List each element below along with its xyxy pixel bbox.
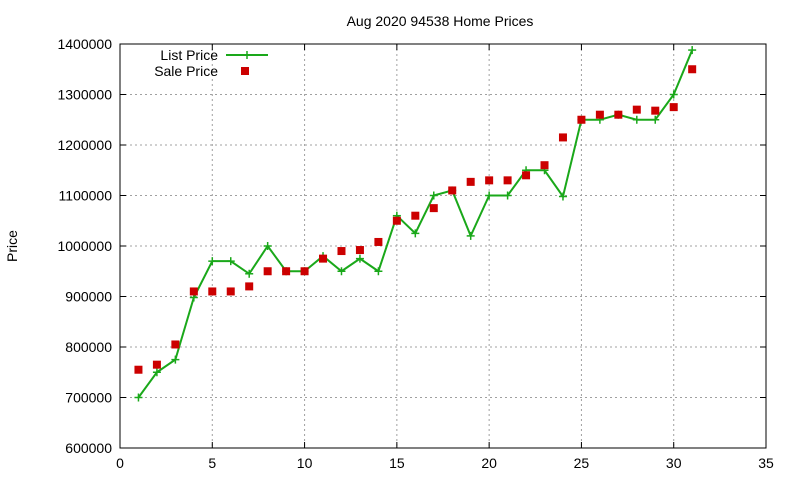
data-point-square	[134, 365, 143, 374]
data-point-square	[485, 176, 494, 185]
data-point-square	[448, 186, 457, 195]
data-point-square	[282, 267, 291, 276]
data-point-plus	[208, 257, 217, 266]
data-point-square	[392, 216, 401, 225]
data-point-square	[300, 267, 309, 276]
data-point-square	[241, 67, 249, 75]
x-tick-label: 5	[208, 455, 216, 471]
data-point-plus	[152, 368, 161, 377]
data-point-plus	[558, 192, 567, 201]
x-tick-label: 25	[574, 455, 590, 471]
data-point-square	[189, 287, 198, 296]
y-tick-label: 900000	[65, 289, 112, 305]
data-point-plus	[632, 115, 641, 124]
series-0	[134, 46, 697, 402]
data-point-square	[171, 340, 180, 349]
series-line	[137, 49, 694, 399]
chart-title: Aug 2020 94538 Home Prices	[347, 13, 534, 29]
data-point-square	[688, 65, 697, 74]
data-point-square	[577, 115, 586, 124]
data-point-square	[558, 133, 567, 142]
data-point-square	[632, 105, 641, 114]
x-tick-label: 35	[758, 455, 774, 471]
data-point-plus	[374, 267, 383, 276]
data-point-square	[374, 237, 383, 246]
data-point-square	[411, 211, 420, 220]
data-point-plus	[411, 229, 420, 238]
axes: 0 5 10 15 20 25 30 35 600000 700000 800000 900000 10…	[57, 36, 774, 471]
data-point-square	[466, 177, 475, 186]
data-point-square	[245, 282, 254, 291]
data-point-plus	[134, 393, 143, 402]
y-axis-label: Price	[4, 230, 20, 262]
legend-label: List Price	[160, 47, 218, 63]
plot-area	[134, 46, 697, 402]
x-tick-label: 0	[116, 455, 124, 471]
x-tick-label: 30	[666, 455, 682, 471]
data-point-square	[355, 246, 364, 255]
y-tick-label: 1400000	[57, 36, 112, 52]
data-point-square	[263, 267, 272, 276]
y-tick-label: 600000	[65, 440, 112, 456]
data-point-square	[152, 360, 161, 369]
y-tick-label: 1100000	[59, 188, 113, 204]
legend-label: Sale Price	[154, 63, 218, 79]
x-tick-label: 10	[297, 455, 313, 471]
y-tick-label: 800000	[65, 339, 112, 355]
x-tick-label: 20	[481, 455, 497, 471]
data-point-square	[669, 103, 678, 112]
data-point-plus	[669, 90, 678, 99]
data-point-square	[429, 204, 438, 213]
data-point-square	[337, 247, 346, 256]
data-point-plus	[503, 191, 512, 200]
data-point-plus	[226, 257, 235, 266]
data-point-plus	[337, 267, 346, 276]
data-point-square	[540, 161, 549, 170]
y-tick-label: 1300000	[57, 87, 112, 103]
data-point-plus	[485, 191, 494, 200]
data-point-square	[522, 171, 531, 180]
y-tick-label: 1000000	[57, 238, 112, 254]
data-point-plus	[429, 191, 438, 200]
data-point-plus	[355, 254, 364, 263]
data-point-plus	[245, 269, 254, 278]
data-point-square	[651, 106, 660, 115]
data-point-square	[614, 110, 623, 119]
y-tick-label: 1200000	[57, 137, 112, 153]
data-point-plus	[466, 231, 475, 240]
data-point-square	[226, 287, 235, 296]
data-point-plus	[171, 355, 180, 364]
data-point-square	[503, 176, 512, 185]
y-tick-label: 700000	[65, 390, 112, 406]
data-point-plus	[688, 46, 697, 55]
data-point-square	[319, 254, 328, 263]
x-tick-label: 15	[389, 455, 405, 471]
data-point-square	[595, 110, 604, 119]
series-1	[134, 65, 697, 374]
data-point-square	[208, 287, 217, 296]
data-point-plus	[243, 51, 251, 59]
grid	[120, 44, 766, 448]
data-point-plus	[651, 115, 660, 124]
data-point-plus	[263, 242, 272, 250]
